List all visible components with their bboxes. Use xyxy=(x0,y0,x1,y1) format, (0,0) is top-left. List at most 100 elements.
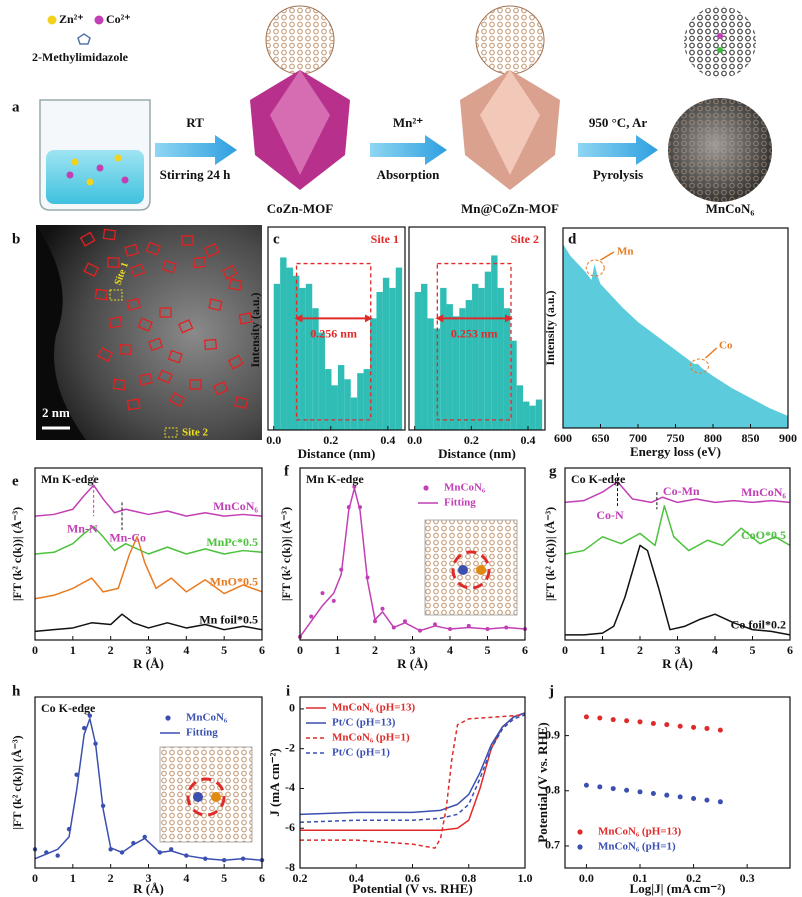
x-tick-label: 900 xyxy=(779,431,797,445)
atom-marker xyxy=(94,288,109,301)
x-tick-label: 3 xyxy=(410,643,416,657)
x-tick-label: 0.2 xyxy=(293,871,308,885)
x-tick-label: 5 xyxy=(750,643,756,657)
peak-marker xyxy=(690,358,709,374)
x-tick-label: 700 xyxy=(629,431,647,445)
graphene-fragment xyxy=(684,6,756,78)
data-point xyxy=(610,717,616,723)
histogram-bar xyxy=(516,385,524,430)
x-tick-label: 2 xyxy=(637,643,643,657)
panel-title: Mn K-edge xyxy=(306,472,364,486)
panel-label: j xyxy=(548,683,554,699)
histogram-bar xyxy=(446,304,453,430)
data-point xyxy=(142,834,147,840)
histogram-bar xyxy=(529,405,536,430)
atom-marker xyxy=(145,241,161,256)
shell xyxy=(668,98,772,202)
series-label: CoO*0.5 xyxy=(741,528,786,542)
product-label: CoZn-MOF xyxy=(267,201,334,216)
histogram-bar xyxy=(535,399,543,430)
series-label: Mn foil*0.5 xyxy=(199,612,258,626)
x-tick-label: 0.4 xyxy=(521,433,536,447)
panel-label: b xyxy=(12,231,20,247)
arrow xyxy=(155,135,237,165)
x-tick-label: 2 xyxy=(108,871,114,885)
plot-frame xyxy=(408,226,546,431)
annotation: Mn xyxy=(617,246,634,258)
measure-box xyxy=(295,262,372,421)
x-tick-label: 0.8 xyxy=(461,871,476,885)
series-label: MnPc*0.5 xyxy=(206,535,258,549)
linker-icon xyxy=(77,33,91,45)
pointer xyxy=(600,251,615,261)
plot-frame xyxy=(267,226,406,431)
x-tick-label: 0.1 xyxy=(633,871,648,885)
histogram-bar xyxy=(325,369,332,430)
data-point xyxy=(87,713,93,718)
histogram-bar xyxy=(331,385,338,430)
data-point xyxy=(717,799,723,805)
product-label: MnCoN₆ xyxy=(706,201,755,216)
data-point xyxy=(331,598,336,603)
pointer xyxy=(705,347,718,359)
atom-marker xyxy=(161,259,177,274)
atom-marker xyxy=(102,228,117,241)
metal-atom xyxy=(476,565,486,575)
y-axis-label: |FT (k² c(k))| (Å⁻³) xyxy=(543,507,557,601)
x-tick-label: 650 xyxy=(592,431,610,445)
panel-label: g xyxy=(549,463,557,479)
coordination-ring xyxy=(186,777,226,817)
panel-title: Co K-edge xyxy=(571,472,626,486)
annotation: Co xyxy=(719,340,733,352)
y-axis-label: |FT (k² c(k))| (Å⁻³) xyxy=(279,507,293,601)
legend-label: MnCoN₆ (pH=13) xyxy=(598,826,682,838)
data-point xyxy=(664,792,670,798)
data-line xyxy=(564,505,791,555)
structure-inset xyxy=(424,519,518,616)
histogram-bar xyxy=(305,283,313,430)
histogram-bar xyxy=(440,287,447,430)
histogram-bar xyxy=(465,300,473,430)
histogram-bar xyxy=(370,318,377,430)
x-tick-label: 2 xyxy=(372,643,378,657)
data-point xyxy=(624,718,630,724)
data-point xyxy=(664,722,670,728)
x-tick-label: 0.0 xyxy=(407,433,422,447)
x-tick-label: 3 xyxy=(675,643,681,657)
x-axis-label: Potential (V vs. RHE) xyxy=(352,881,472,896)
x-tick-label: 6 xyxy=(259,871,265,885)
data-line xyxy=(564,481,791,504)
step-condition: Absorption xyxy=(377,167,441,182)
atom-marker xyxy=(228,278,243,291)
histogram-bar xyxy=(312,308,319,430)
atom-marker xyxy=(238,312,253,325)
histogram-bar xyxy=(427,318,434,430)
x-tick-label: 0.4 xyxy=(380,433,395,447)
panel-label: h xyxy=(12,683,21,699)
x-axis-label: R (Å) xyxy=(397,656,428,671)
legend-label: MnCoN₆ (pH=1) xyxy=(598,841,676,853)
data-point xyxy=(650,720,656,726)
metal-atom xyxy=(458,565,468,575)
atom-marker xyxy=(130,263,146,278)
x-tick-label: 2 xyxy=(108,643,114,657)
panel-label: f xyxy=(284,463,290,479)
data-point xyxy=(637,789,643,795)
ion-label: Co²⁺ xyxy=(106,12,131,26)
x-tick-label: 0.0 xyxy=(266,433,281,447)
data-point xyxy=(704,797,710,803)
x-tick-label: 4 xyxy=(183,643,189,657)
histogram-bar xyxy=(337,365,345,430)
x-tick-label: 1 xyxy=(600,643,606,657)
ion-label: Zn²⁺ xyxy=(59,12,84,26)
series-label: Co foil*0.2 xyxy=(731,618,786,632)
histogram-bar xyxy=(376,291,383,430)
histogram-bar xyxy=(523,401,530,430)
data-point xyxy=(704,725,710,731)
atom-marker xyxy=(221,264,238,280)
x-tick-label: 1 xyxy=(70,643,76,657)
atom-marker xyxy=(192,256,207,269)
x-axis-label: Distance (nm) xyxy=(298,446,376,461)
data-point xyxy=(597,715,603,721)
